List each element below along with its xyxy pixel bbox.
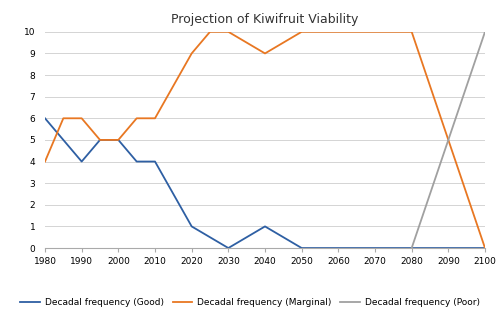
- Decadal frequency (Good): [408, 246, 414, 250]
- Decadal frequency (Marginal): [446, 138, 452, 142]
- Decadal frequency (Good): [116, 138, 121, 142]
- Decadal frequency (Good): [446, 246, 452, 250]
- Decadal frequency (Marginal): [78, 116, 84, 120]
- Decadal frequency (Poor): [408, 246, 414, 250]
- Decadal frequency (Marginal): [134, 116, 140, 120]
- Decadal frequency (Marginal): [262, 52, 268, 55]
- Decadal frequency (Marginal): [207, 30, 213, 34]
- Decadal frequency (Good): [262, 225, 268, 228]
- Decadal frequency (Good): [298, 246, 304, 250]
- Decadal frequency (Marginal): [226, 30, 232, 34]
- Decadal frequency (Good): [226, 246, 232, 250]
- Decadal frequency (Good): [60, 138, 66, 142]
- Decadal frequency (Marginal): [372, 30, 378, 34]
- Line: Decadal frequency (Marginal): Decadal frequency (Marginal): [45, 32, 485, 248]
- Decadal frequency (Good): [152, 160, 158, 163]
- Decadal frequency (Poor): [482, 30, 488, 34]
- Decadal frequency (Good): [97, 138, 103, 142]
- Line: Decadal frequency (Good): Decadal frequency (Good): [45, 118, 485, 248]
- Decadal frequency (Marginal): [152, 116, 158, 120]
- Decadal frequency (Good): [188, 225, 194, 228]
- Legend: Decadal frequency (Good), Decadal frequency (Marginal), Decadal frequency (Poor): Decadal frequency (Good), Decadal freque…: [16, 294, 483, 310]
- Decadal frequency (Marginal): [408, 30, 414, 34]
- Decadal frequency (Good): [336, 246, 342, 250]
- Decadal frequency (Good): [78, 160, 84, 163]
- Decadal frequency (Good): [372, 246, 378, 250]
- Decadal frequency (Marginal): [60, 116, 66, 120]
- Decadal frequency (Marginal): [188, 52, 194, 55]
- Decadal frequency (Good): [42, 116, 48, 120]
- Decadal frequency (Marginal): [336, 30, 342, 34]
- Line: Decadal frequency (Poor): Decadal frequency (Poor): [412, 32, 485, 248]
- Decadal frequency (Good): [482, 246, 488, 250]
- Decadal frequency (Marginal): [97, 138, 103, 142]
- Decadal frequency (Marginal): [298, 30, 304, 34]
- Title: Projection of Kiwifruit Viability: Projection of Kiwifruit Viability: [172, 13, 358, 26]
- Decadal frequency (Good): [134, 160, 140, 163]
- Decadal frequency (Marginal): [42, 160, 48, 163]
- Decadal frequency (Marginal): [482, 246, 488, 250]
- Decadal frequency (Marginal): [116, 138, 121, 142]
- Decadal frequency (Poor): [446, 138, 452, 142]
